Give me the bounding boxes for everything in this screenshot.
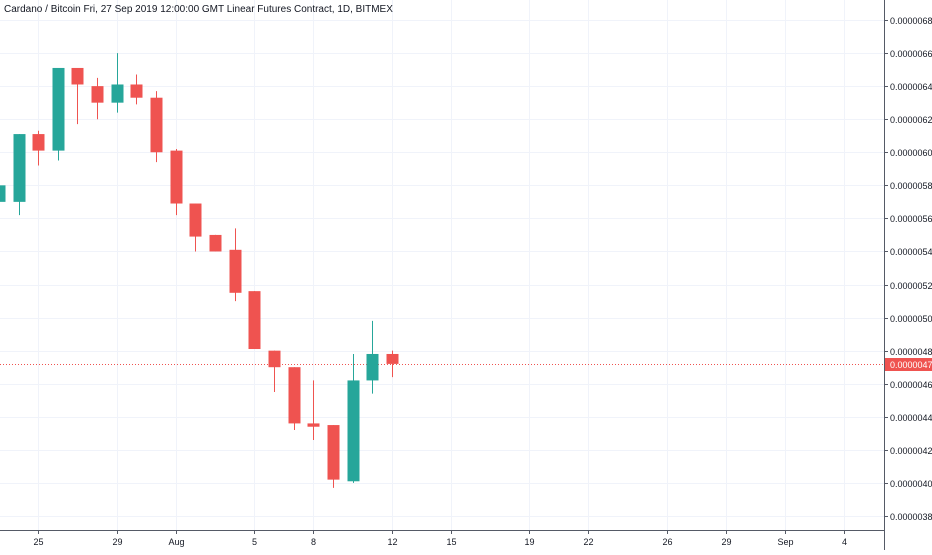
candle: [347, 353, 360, 483]
last-price-badge: [885, 358, 932, 371]
last-price-label: 0.00000472: [890, 360, 932, 370]
candles: [0, 53, 399, 488]
candle-body: [189, 203, 202, 237]
candle-body: [0, 185, 6, 202]
candle-body: [111, 84, 124, 103]
x-tick-label: 15: [446, 537, 456, 547]
candle-body: [52, 67, 65, 151]
x-tick-label: 22: [583, 537, 593, 547]
candle-body: [130, 84, 143, 98]
x-tick-label: Aug: [168, 537, 184, 547]
candle: [170, 148, 183, 216]
x-tick-label: 4: [842, 537, 847, 547]
x-tick-label: 29: [721, 537, 731, 547]
candle-body: [248, 291, 261, 350]
candle: [189, 203, 202, 252]
candle-body: [170, 150, 183, 204]
candle: [327, 425, 340, 488]
candle: [13, 134, 26, 216]
chart-title: Cardano / Bitcoin Fri, 27 Sep 2019 12:00…: [4, 4, 393, 15]
candle: [366, 320, 379, 394]
x-tick-label: 19: [524, 537, 534, 547]
candle: [150, 91, 163, 163]
candle-body: [71, 67, 84, 85]
x-tick-label: 5: [252, 537, 257, 547]
candle-body: [229, 249, 242, 293]
candle: [91, 77, 104, 120]
candle-body: [209, 234, 222, 252]
candle-body: [366, 353, 379, 381]
candle: [111, 53, 124, 113]
candle: [229, 228, 242, 302]
candle: [0, 185, 6, 202]
candle: [52, 67, 65, 161]
candle-body: [32, 134, 45, 151]
candle-body: [327, 425, 340, 480]
candle-body: [347, 380, 360, 482]
candle-body: [268, 350, 281, 368]
x-tick-label: 25: [33, 537, 43, 547]
candle-body: [150, 97, 163, 153]
candle: [307, 380, 320, 440]
candle: [130, 74, 143, 105]
x-tick-label: Sep: [777, 537, 793, 547]
candle: [248, 291, 261, 350]
x-tick-label: 29: [112, 537, 122, 547]
candle: [268, 350, 281, 392]
candle-body: [13, 134, 26, 202]
candle: [386, 350, 399, 378]
candle: [32, 130, 45, 166]
candle-body: [386, 353, 399, 364]
candle: [288, 367, 301, 431]
x-tick-label: 8: [311, 537, 316, 547]
candle-body: [91, 86, 104, 103]
grid: [0, 0, 884, 530]
x-tick-label: 12: [387, 537, 397, 547]
candle: [71, 67, 84, 125]
y-tick-label: 0.00000680: [890, 16, 932, 26]
candle: [209, 234, 222, 252]
candle-body: [307, 423, 320, 427]
x-tick-label: 26: [662, 537, 672, 547]
candle-body: [288, 367, 301, 424]
